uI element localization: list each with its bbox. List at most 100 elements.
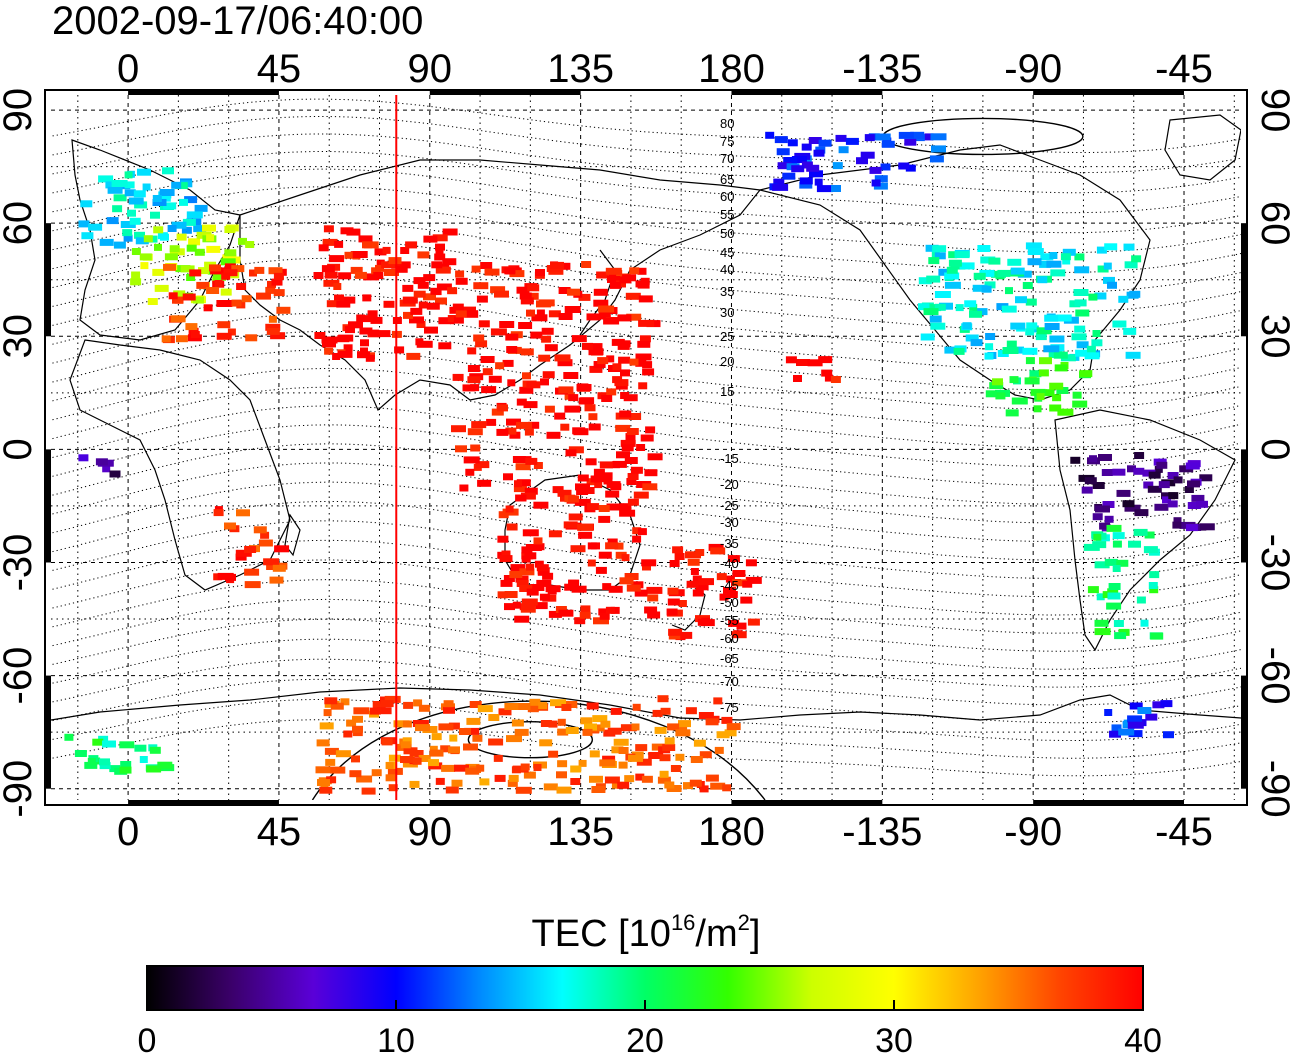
tec-cell <box>742 580 753 588</box>
tec-cell <box>1049 404 1062 412</box>
tec-cell <box>934 303 946 311</box>
map-plot-area: 80 75 70 65 60 55 50 45 40 35 30 25 20 15 -15 -20 -25 -30… <box>51 95 1241 800</box>
right-lat-tick-label: 0 <box>1253 438 1292 460</box>
tec-cell <box>139 756 148 763</box>
tec-cell <box>659 754 671 762</box>
tec-cell <box>1185 524 1198 532</box>
tec-cell <box>87 758 96 765</box>
tec-cell <box>357 351 370 359</box>
tec-cell <box>476 295 488 303</box>
tec-cell <box>188 238 201 246</box>
tec-cell <box>536 579 552 587</box>
tec-cell <box>972 284 988 292</box>
right-latitude-tick-labels: 90 60 30 0 -30 -60 -90 <box>1253 88 1292 818</box>
tec-cell <box>977 245 991 252</box>
tec-cell <box>323 279 340 287</box>
tec-cell <box>567 288 580 296</box>
tec-cell <box>560 423 570 431</box>
tec-cell <box>594 481 603 489</box>
tec-cell <box>1128 540 1141 548</box>
tec-cell <box>593 288 608 296</box>
tec-cell <box>765 131 775 139</box>
tec-cell <box>505 333 519 341</box>
tec-cell <box>441 764 456 772</box>
tec-cell <box>606 388 617 396</box>
tec-cell <box>1161 492 1175 500</box>
tec-cell <box>418 704 430 712</box>
tec-cell <box>685 551 701 559</box>
tec-cell <box>1096 246 1107 254</box>
tec-cell <box>620 369 630 377</box>
tec-cell <box>276 306 291 314</box>
tec-cell <box>335 750 351 758</box>
tec-cell <box>953 347 965 355</box>
tec-cell <box>602 755 616 763</box>
tec-cell <box>322 340 336 348</box>
tec-cell <box>613 738 629 746</box>
tec-cell <box>163 263 176 271</box>
tec-cell <box>1025 328 1035 336</box>
tec-cell <box>612 363 622 371</box>
bottom-lon-tick-label: 45 <box>257 810 302 854</box>
contour-label-north: 70 <box>720 151 734 166</box>
tec-cell <box>699 785 709 793</box>
tec-cell <box>206 287 220 294</box>
tec-cell <box>659 770 669 778</box>
tec-cell <box>523 401 538 409</box>
mag-lat-contour <box>51 424 1241 505</box>
tec-cell <box>533 537 543 545</box>
tec-data-cells <box>64 131 1215 795</box>
tec-cell <box>582 342 593 350</box>
tec-cell <box>400 741 411 749</box>
tec-cell <box>372 701 386 708</box>
tec-cell <box>550 699 566 707</box>
mag-lat-contour <box>51 520 1241 598</box>
tec-cell <box>672 546 684 554</box>
tec-cell <box>266 563 278 570</box>
contour-label-north: 65 <box>720 172 734 187</box>
tec-cell <box>596 271 609 279</box>
tec-cell <box>1054 364 1068 372</box>
tec-cell <box>621 554 630 562</box>
tec-cell <box>146 765 162 773</box>
tec-cell <box>574 617 586 625</box>
tec-cell <box>409 750 424 757</box>
tec-cell <box>713 697 723 705</box>
tec-cell <box>1136 596 1146 604</box>
tec-cell <box>418 755 431 762</box>
contour-label-south: -45 <box>720 578 739 593</box>
tec-cell <box>236 283 247 290</box>
tec-cell <box>575 483 590 491</box>
tec-cell <box>359 327 373 335</box>
mag-lat-contour <box>51 500 1241 579</box>
tec-cell <box>484 268 500 276</box>
tec-cell <box>808 137 822 144</box>
tec-cell <box>465 767 480 775</box>
tec-cell <box>777 162 792 170</box>
tec-cell <box>667 598 680 606</box>
tec-cell <box>568 495 580 503</box>
tec-cell <box>678 724 688 732</box>
tec-cell <box>217 572 234 580</box>
tec-cell <box>182 293 196 301</box>
tec-cell <box>515 494 527 502</box>
tec-cell <box>119 741 135 749</box>
tec-cell <box>499 321 515 328</box>
tec-cell <box>164 253 178 261</box>
tec-cell <box>1129 702 1143 710</box>
tec-cell <box>557 718 566 726</box>
tec-cell <box>95 458 108 466</box>
tec-cell <box>339 296 356 304</box>
tec-cell <box>979 269 995 277</box>
right-lat-tick-label: -30 <box>1253 534 1292 592</box>
left-lat-tick-label: -60 <box>0 647 40 705</box>
tec-cell <box>631 723 640 731</box>
tec-cell <box>388 784 398 792</box>
tec-cell <box>1103 262 1112 270</box>
tec-cell <box>783 157 798 164</box>
tec-cell <box>403 311 413 319</box>
tec-cell <box>499 555 513 563</box>
tec-cell <box>1134 452 1145 459</box>
tec-cell <box>923 308 939 316</box>
tec-cell <box>597 357 609 365</box>
